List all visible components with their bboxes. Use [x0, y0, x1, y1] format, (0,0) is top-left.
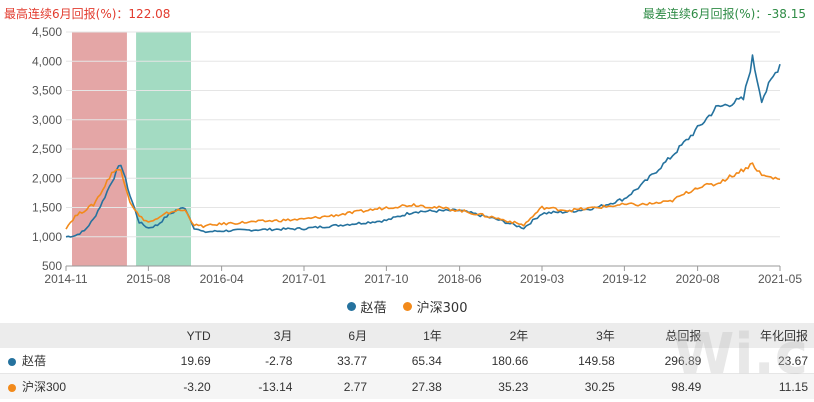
x-tick-label: 2019-03 [520, 272, 564, 286]
table-row: 沪深300 -3.20 -13.14 2.77 27.38 35.23 30.2… [0, 373, 814, 399]
table-cell: 19.69 [142, 348, 217, 374]
table-cell: 33.77 [298, 348, 374, 374]
performance-chart: 500 1,000 1,500 2,000 2,500 3,000 3,500 4,000 4,… [32, 25, 802, 286]
x-tick-label: 2017-10 [364, 272, 408, 286]
chart-legend: 赵蓓 沪深300 [0, 297, 814, 316]
table-cell: -13.14 [216, 373, 299, 399]
table-header-row: YTD 3月 6月 1年 2年 3年 总回报 年化回报 [0, 323, 814, 348]
table-cell: 35.23 [447, 373, 535, 399]
x-tick-label: 2018-06 [438, 272, 482, 286]
row-name: 沪深300 [22, 380, 67, 394]
table-cell: 149.58 [534, 348, 621, 374]
table-cell: 65.34 [373, 348, 448, 374]
y-tick-label: 500 [42, 259, 62, 273]
legend-dot-index [402, 302, 412, 311]
legend-dot-fund [346, 302, 356, 311]
legend-label-index: 沪深300 [416, 301, 468, 316]
table-header-cell: 6月 [298, 323, 374, 348]
y-tick-label: 2,000 [32, 171, 62, 185]
table-header-cell: 3月 [216, 323, 299, 348]
table-cell: -3.20 [142, 373, 217, 399]
y-tick-label: 4,500 [32, 25, 62, 39]
table-cell: 23.67 [707, 348, 814, 374]
x-tick-label: 2021-05 [758, 272, 802, 286]
x-tick-label: 2019-12 [602, 272, 646, 286]
table-header-cell: 2年 [447, 323, 535, 348]
row-name-cell: 赵蓓 [0, 348, 142, 374]
row-name: 赵蓓 [22, 354, 47, 368]
legend-item-index[interactable]: 沪深300 [402, 297, 468, 316]
table-header-cell [0, 323, 142, 348]
best-6m-return-label: 最高连续6月回报(%) [4, 7, 117, 21]
table-cell: 30.25 [534, 373, 621, 399]
table-header-cell: 总回报 [620, 323, 708, 348]
series-dot-fund [8, 357, 16, 366]
table-cell: 98.49 [620, 373, 708, 399]
series-line-index [65, 162, 781, 230]
y-tick-label: 2,500 [32, 142, 62, 156]
table-header-cell: 3年 [534, 323, 621, 348]
table-cell: 2.77 [298, 373, 374, 399]
performance-table: YTD 3月 6月 1年 2年 3年 总回报 年化回报 赵蓓 19.69 -2.… [0, 323, 814, 399]
y-tick-label: 1,500 [32, 201, 62, 215]
worst-6m-return-label: 最差连续6月回报(%) [642, 7, 756, 21]
table-cell: -2.78 [216, 348, 299, 374]
table-header-cell: 年化回报 [707, 323, 814, 348]
y-tick-label: 3,000 [32, 113, 62, 127]
x-tick-label: 2020-08 [676, 272, 720, 286]
table-row: 赵蓓 19.69 -2.78 33.77 65.34 180.66 149.58… [0, 348, 814, 374]
x-tick-label: 2015-08 [126, 272, 170, 286]
table-cell: 180.66 [447, 348, 535, 374]
worst-6m-return-value: -38.15 [767, 7, 806, 21]
x-tick-label: 2014-11 [44, 272, 87, 286]
legend-item-fund[interactable]: 赵蓓 [346, 297, 387, 316]
table-header-cell: YTD [142, 323, 217, 348]
watermark: Wi.c [672, 322, 808, 387]
best-6m-return: 最高连续6月回报(%)：122.08 [4, 7, 171, 21]
worst-6m-return: 最差连续6月回报(%)：-38.15 [642, 7, 806, 21]
row-name-cell: 沪深300 [0, 373, 142, 399]
legend-label-fund: 赵蓓 [360, 301, 387, 316]
series-dot-index [8, 383, 16, 392]
y-tick-label: 1,000 [32, 230, 62, 244]
x-tick-label: 2017-01 [282, 272, 326, 286]
y-tick-label: 3,500 [32, 84, 62, 98]
table-cell: 11.15 [707, 373, 814, 399]
table-cell: 296.89 [620, 348, 708, 374]
table-header-cell: 1年 [373, 323, 448, 348]
x-tick-label: 2016-04 [200, 272, 244, 286]
y-tick-label: 4,000 [32, 54, 62, 68]
series-line-fund [65, 54, 781, 238]
best-6m-return-value: 122.08 [128, 7, 171, 21]
table-cell: 27.38 [373, 373, 448, 399]
